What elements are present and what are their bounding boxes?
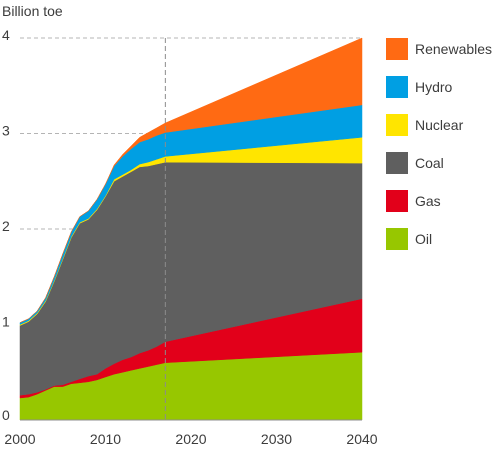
area-series [19, 37, 363, 421]
x-tick-2000: 2000 [4, 431, 35, 447]
y-tick-labels: 0 1 2 3 4 [2, 27, 10, 423]
x-tick-2030: 2030 [261, 431, 292, 447]
legend-swatch-gas [386, 190, 408, 212]
legend-label-coal: Coal [415, 155, 444, 171]
y-tick-2: 2 [2, 218, 10, 234]
y-tick-1: 1 [2, 314, 10, 330]
x-tick-2040: 2040 [346, 431, 377, 447]
y-tick-4: 4 [2, 27, 10, 43]
y-axis-title: Billion toe [2, 3, 63, 19]
y-tick-3: 3 [2, 123, 10, 139]
legend-swatch-coal [386, 152, 408, 174]
legend-swatch-oil [386, 228, 408, 250]
legend-label-gas: Gas [415, 193, 441, 209]
x-tick-labels: 2000 2010 2020 2030 2040 [4, 431, 377, 447]
x-tick-2010: 2010 [90, 431, 121, 447]
y-tick-0: 0 [2, 407, 10, 423]
legend-label-oil: Oil [415, 231, 432, 247]
legend-label-renewables: Renewables [415, 41, 492, 57]
legend-swatch-nuclear [386, 114, 408, 136]
legend: Renewables Hydro Nuclear Coal Gas Oil [386, 38, 492, 250]
x-tick-2020: 2020 [175, 431, 206, 447]
legend-swatch-renewables [386, 38, 408, 60]
area-renewables [19, 37, 363, 323]
legend-label-nuclear: Nuclear [415, 117, 464, 133]
legend-label-hydro: Hydro [415, 79, 453, 95]
legend-swatch-hydro [386, 76, 408, 98]
